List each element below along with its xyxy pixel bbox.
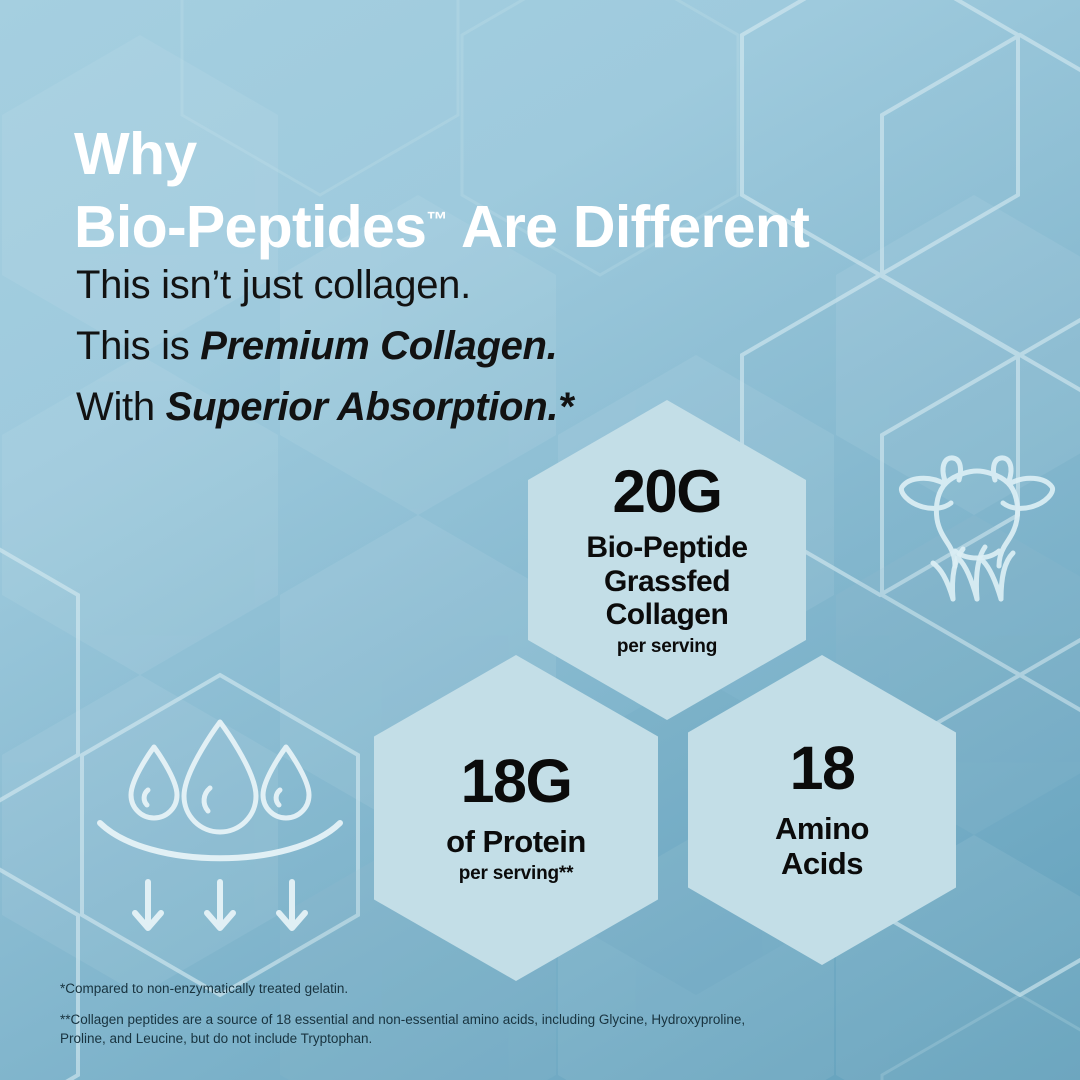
stat-label-amino: Amino Acids: [775, 811, 869, 881]
stat-value-protein: 18G: [460, 746, 573, 815]
headline-line-1: Why: [74, 120, 197, 187]
stat-label-collagen-line2: Grassfed: [603, 564, 731, 598]
footnotes-block: *Compared to non-enzymatically treated g…: [60, 979, 760, 1048]
subheading-line-1: This isn’t just collagen.: [76, 263, 471, 307]
headline-line-2-suffix: Are Different: [460, 193, 810, 260]
subheading-line-2-emphasis: Premium Collagen.: [200, 323, 558, 368]
stat-note-collagen: per serving: [616, 635, 718, 657]
water-droplets-absorption-icon: [97, 719, 343, 931]
stat-value-amino: 18: [789, 734, 856, 803]
subheading-line-2: This is Premium Collagen.: [76, 316, 676, 377]
stat-badge-protein: 18G of Protein per serving**: [374, 655, 658, 981]
trademark-symbol: ™: [426, 207, 448, 232]
stat-value-collagen: 20G: [612, 458, 723, 526]
stat-label-amino-line1: Amino: [775, 811, 869, 847]
stat-label-amino-line2: Acids: [781, 846, 863, 881]
subheading-line-3-plain: With: [76, 384, 166, 429]
footnote-1: *Compared to non-enzymatically treated g…: [60, 981, 349, 996]
cow-head-grassfed-icon: [898, 455, 1056, 602]
footnote-2: **Collagen peptides are a source of 18 e…: [60, 1012, 746, 1047]
stat-badge-collagen: 20G Bio-Peptide Grassfed Collagen per se…: [528, 400, 806, 720]
page-title: Why Bio-Peptides™ Are Different: [74, 118, 974, 264]
headline-brand: Bio-Peptides: [74, 193, 427, 260]
stat-badge-amino-acids: 18 Amino Acids: [688, 655, 956, 965]
stat-label-collagen-line1: Bio-Peptide: [586, 531, 748, 565]
stat-label-collagen: Bio-Peptide Grassfed Collagen: [586, 531, 748, 632]
subheading-line-2-plain: This is: [76, 323, 201, 368]
subheading-block: This isn’t just collagen. This is Premiu…: [76, 255, 676, 437]
stat-note-protein: per serving**: [458, 863, 574, 885]
subheading-line-3-emphasis: Superior Absorption.*: [165, 384, 574, 429]
stat-label-collagen-line3: Collagen: [605, 598, 729, 632]
stat-label-protein: of Protein: [446, 823, 586, 859]
subheading-line-3: With Superior Absorption.*: [76, 377, 676, 438]
